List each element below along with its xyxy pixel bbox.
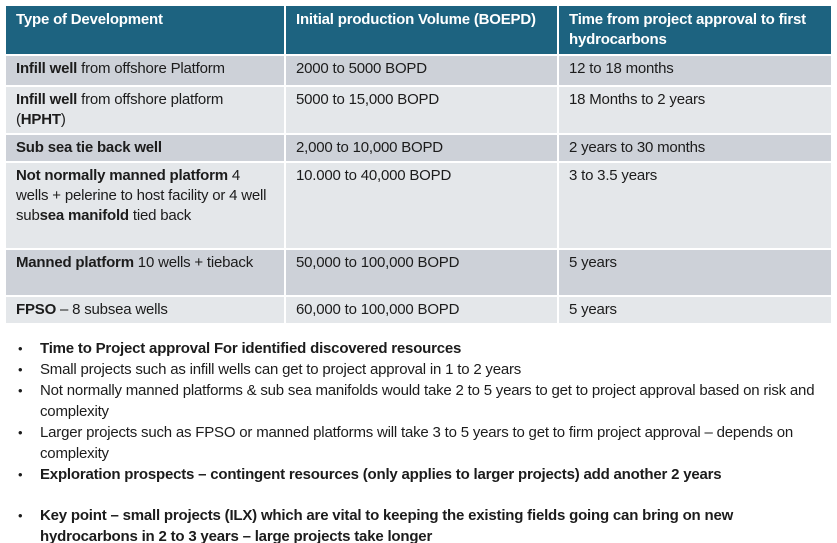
- bullet-text: Small projects such as infill wells can …: [40, 361, 522, 378]
- table-cell: Infill well from offshore Platform: [6, 56, 284, 85]
- table-cell: Not normally manned platform 4 wells + p…: [6, 163, 284, 248]
- table-cell: 2 years to 30 months: [559, 135, 831, 161]
- table-row: Infill well from offshore Platform 2000 t…: [6, 56, 831, 85]
- development-table: Type of Development Initial production V…: [4, 4, 833, 325]
- bullet-text: Time to Project approval For identified …: [40, 340, 462, 357]
- table-cell: 60,000 to 100,000 BOPD: [286, 297, 557, 323]
- bullet-marker-icon: •: [18, 383, 23, 398]
- cell-text: ): [60, 111, 66, 128]
- table-cell: 5 years: [559, 297, 831, 323]
- bullet-marker-icon: •: [18, 341, 23, 356]
- table-cell: Manned platform 10 wells + tieback: [6, 250, 284, 295]
- cell-text: 12 to 18 months: [569, 60, 674, 77]
- cell-text: 5 years: [569, 301, 617, 318]
- bullet-item: • Key point – small projects (ILX) which …: [18, 505, 829, 543]
- cell-text: 3 to 3.5 years: [569, 167, 658, 184]
- table-cell: 2000 to 5000 BOPD: [286, 56, 557, 85]
- table-header-row: Type of Development Initial production V…: [6, 6, 831, 54]
- bullet-item: • Small projects such as infill wells can…: [18, 359, 829, 380]
- bullet-text: Not normally manned platforms & sub sea …: [40, 382, 815, 420]
- cell-text: 10 wells + tieback: [133, 254, 254, 271]
- cell-text-bold: Infill well: [16, 91, 78, 108]
- table-cell: 10.000 to 40,000 BOPD: [286, 163, 557, 248]
- table-cell: 18 Months to 2 years: [559, 87, 831, 133]
- cell-text: 50,000 to 100,000 BOPD: [296, 254, 460, 271]
- table-body: Infill well from offshore Platform 2000 t…: [6, 56, 831, 323]
- cell-text-bold: Not normally manned platform: [16, 167, 228, 184]
- cell-text: – 8 subsea wells: [56, 301, 168, 318]
- table-cell: 3 to 3.5 years: [559, 163, 831, 248]
- table-cell: 5000 to 15,000 BOPD: [286, 87, 557, 133]
- table-cell: 2,000 to 10,000 BOPD: [286, 135, 557, 161]
- cell-text: 2000 to 5000 BOPD: [296, 60, 427, 77]
- cell-text: 2,000 to 10,000 BOPD: [296, 139, 443, 156]
- bullet-list: • Time to Project approval For identified…: [18, 338, 829, 543]
- table-row: Infill well from offshore platform (HPHT…: [6, 87, 831, 133]
- cell-text-bold: HPHT: [20, 111, 61, 128]
- bullet-item: • Not normally manned platforms & sub sea…: [18, 380, 829, 422]
- cell-text: from offshore platform (: [16, 91, 224, 128]
- bullet-marker-icon: •: [18, 425, 23, 440]
- bullet-marker-icon: •: [18, 508, 23, 523]
- header-time-to-first-hydrocarbons: Time from project approval to first hydr…: [559, 6, 831, 54]
- bullet-item: • Larger projects such as FPSO or manned …: [18, 422, 829, 464]
- bullet-group: • Time to Project approval For identified…: [18, 338, 829, 485]
- header-type-of-development: Type of Development: [6, 6, 284, 54]
- bullet-text: Key point – small projects (ILX) which a…: [40, 507, 734, 543]
- cell-text-bold: Infill well: [16, 60, 78, 77]
- bullet-group: • Key point – small projects (ILX) which …: [18, 505, 829, 543]
- table-cell: Sub sea tie back well: [6, 135, 284, 161]
- table-row: Manned platform 10 wells + tieback 50,000…: [6, 250, 831, 295]
- table-row: Sub sea tie back well 2,000 to 10,000 BOP…: [6, 135, 831, 161]
- cell-text-bold: FPSO: [16, 301, 57, 318]
- cell-text: 10.000 to 40,000 BOPD: [296, 167, 452, 184]
- bullet-marker-icon: •: [18, 467, 23, 482]
- bullet-item: • Exploration prospects – contingent reso…: [18, 464, 829, 485]
- table-row: Not normally manned platform 4 wells + p…: [6, 163, 831, 248]
- bullet-marker-icon: •: [18, 362, 23, 377]
- table-cell: 5 years: [559, 250, 831, 295]
- table-cell: 12 to 18 months: [559, 56, 831, 85]
- bullet-item: • Time to Project approval For identified…: [18, 338, 829, 359]
- cell-text-bold: Manned platform: [16, 254, 134, 271]
- table-cell: FPSO – 8 subsea wells: [6, 297, 284, 323]
- cell-text: tied back: [128, 207, 192, 224]
- bullet-text: Exploration prospects – contingent resou…: [40, 466, 722, 483]
- cell-text: 5 years: [569, 254, 617, 271]
- cell-text: 4 wells + pelerine to host facility or 4…: [16, 167, 267, 224]
- cell-text: 5000 to 15,000 BOPD: [296, 91, 439, 108]
- cell-text: from offshore Platform: [77, 60, 225, 77]
- table-cell: 50,000 to 100,000 BOPD: [286, 250, 557, 295]
- cell-text: 60,000 to 100,000 BOPD: [296, 301, 460, 318]
- cell-text: 2 years to 30 months: [569, 139, 706, 156]
- cell-text-bold: Sub sea tie back well: [16, 139, 162, 156]
- table-cell: Infill well from offshore platform (HPHT…: [6, 87, 284, 133]
- table-row: FPSO – 8 subsea wells 60,000 to 100,000 B…: [6, 297, 831, 323]
- cell-text: 18 Months to 2 years: [569, 91, 706, 108]
- bullet-text: Larger projects such as FPSO or manned p…: [40, 424, 794, 462]
- header-initial-production-volume: Initial production Volume (BOEPD): [286, 6, 557, 54]
- cell-text-bold: sea manifold: [39, 207, 129, 224]
